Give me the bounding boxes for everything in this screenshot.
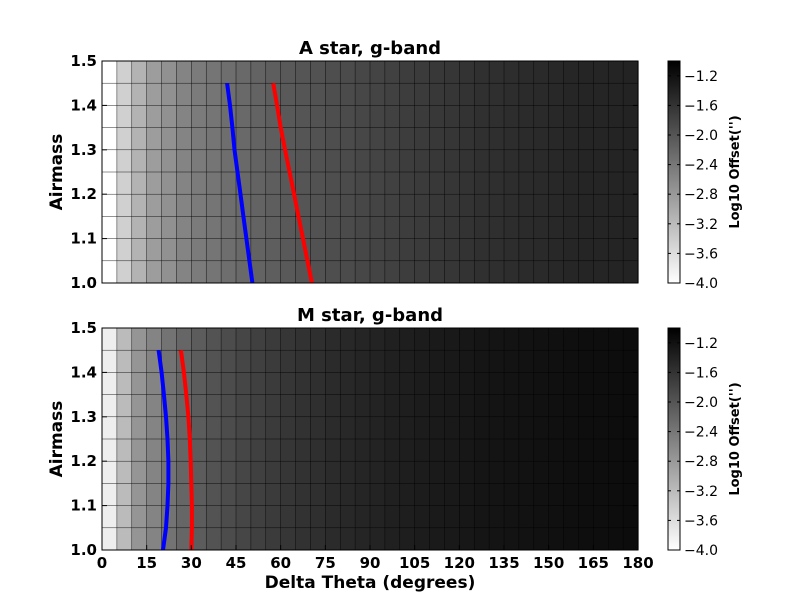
y-tick-label: 1.5 [70,319,97,337]
colorbar-tick-label: −3.2 [684,217,718,233]
chart-title: A star, g-band [299,38,441,59]
panel-1: M star, g-band 1.0 1.1 1.2 1.3 1.4 1.5 Airmass 0… [47,305,743,593]
y-tick-label: 1.3 [70,141,97,159]
colorbar-tick-label: −2.8 [684,187,718,203]
series-line-1 [271,82,314,284]
x-tick-label: 90 [360,554,381,572]
colorbar-tick-label: −3.6 [684,513,718,529]
colorbar-tick-label: −1.6 [684,98,718,114]
series-line-1 [178,349,194,551]
y-tick-label: 1.3 [70,408,97,426]
y-tick-label: 1.4 [70,363,97,381]
colorbar-tick-label: −3.6 [684,246,718,262]
series-line-0 [156,349,171,551]
x-tick-label: 150 [533,554,564,572]
x-tick-label: 120 [444,554,475,572]
colorbar-tick-label: −2.4 [684,158,718,174]
y-tick-label: 1.1 [70,230,97,248]
colorbar-tick-label: −2.4 [684,425,718,441]
x-tick-label: 45 [226,554,247,572]
colorbar [667,60,681,284]
colorbar-label: Log10 Offset('') [728,382,743,495]
colorbar-label: Log10 Offset('') [728,115,743,228]
y-tick-label: 1.0 [70,274,97,292]
x-tick-label: 135 [488,554,519,572]
x-tick-label: 105 [399,554,430,572]
colorbar-tick-label: −2.0 [684,128,718,144]
y-tick-label: 1.2 [70,185,97,203]
x-tick-label: 0 [97,554,107,572]
y-tick-label: 1.5 [70,52,97,70]
x-tick-label: 180 [622,554,653,572]
colorbar-tick-label: −4.0 [684,543,718,559]
colorbar-tick-label: −1.2 [684,69,718,85]
plot-frame [101,60,639,284]
y-tick-label: 1.0 [70,541,97,559]
colorbar-tick-label: −2.8 [684,454,718,470]
colorbar-tick-label: −2.0 [684,395,718,411]
x-tick-label: 75 [315,554,336,572]
y-axis-label: Airmass [47,134,67,211]
y-axis-label: Airmass [47,401,67,478]
y-tick-label: 1.4 [70,96,97,114]
panel-0: A star, g-band 1.0 1.1 1.2 1.3 1.4 1.5 Airmass −… [47,38,743,292]
colorbar [667,327,681,551]
x-tick-label: 60 [270,554,291,572]
chart-title: M star, g-band [297,305,443,326]
colorbar-tick-label: −1.2 [684,336,718,352]
x-axis-label: Delta Theta (degrees) [265,573,476,593]
y-tick-label: 1.2 [70,452,97,470]
x-tick-label: 165 [578,554,609,572]
colorbar-tick-label: −1.6 [684,365,718,381]
x-tick-label: 15 [136,554,157,572]
x-tick-label: 30 [181,554,202,572]
series-line-0 [225,82,255,284]
colorbar-tick-label: −4.0 [684,276,718,292]
y-tick-label: 1.1 [70,497,97,515]
colorbar-tick-label: −3.2 [684,484,718,500]
